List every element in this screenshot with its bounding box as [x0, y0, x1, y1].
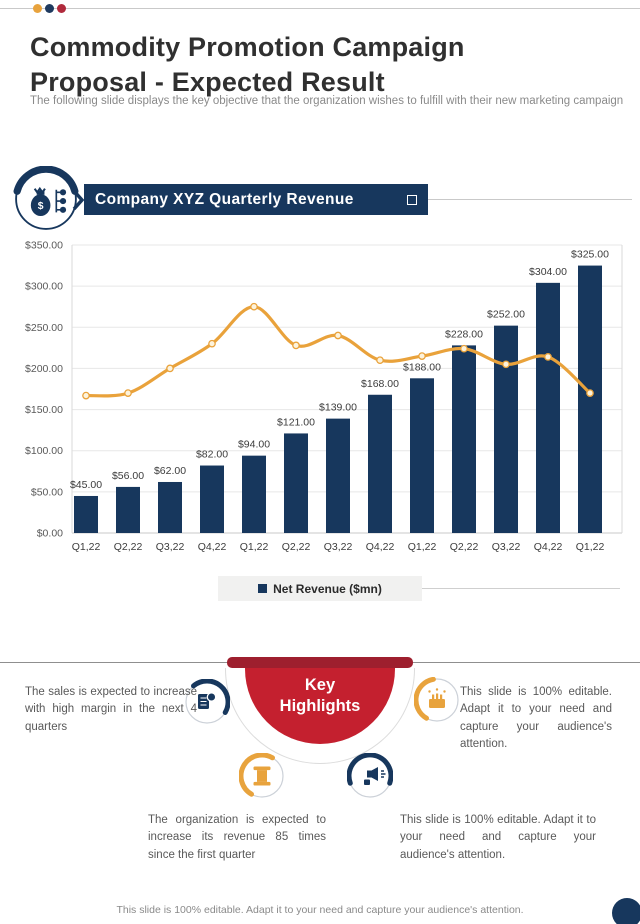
bar-series: $45.00 Q1,22 $56.00 Q2,22 $62.00 Q3,22 $82.00 Q… [70, 249, 609, 553]
svg-text:Q4,22: Q4,22 [366, 541, 395, 553]
svg-text:Q3,22: Q3,22 [324, 541, 353, 553]
report-icon [185, 679, 230, 724]
svg-text:Q1,22: Q1,22 [72, 541, 101, 553]
svg-text:$62.00: $62.00 [154, 465, 186, 477]
chart-legend: Net Revenue ($mn) [218, 576, 422, 601]
highlight-text-2: This slide is 100% editable. Adapt it to… [460, 686, 612, 750]
svg-text:$139.00: $139.00 [319, 402, 357, 414]
svg-text:$94.00: $94.00 [238, 439, 270, 451]
svg-text:Q1,22: Q1,22 [408, 541, 437, 553]
svg-text:$150.00: $150.00 [25, 404, 63, 416]
dot-navy-icon [45, 4, 54, 13]
section-title: Company XYZ Quarterly Revenue [95, 190, 354, 208]
svg-text:$350.00: $350.00 [25, 240, 63, 252]
revenue-chart: $0.00 $50.00 $100.00 $150.00 $200.00 $250.00 $… [25, 240, 623, 553]
square-end-icon [407, 194, 417, 205]
legend-label: Net Revenue ($mn) [273, 581, 382, 596]
svg-text:Q3,22: Q3,22 [492, 541, 521, 553]
trend-line-series [82, 302, 594, 400]
page-title: Commodity Promotion Campaign Proposal - … [30, 32, 465, 97]
celebration-icon [414, 677, 459, 722]
svg-text:$56.00: $56.00 [112, 470, 144, 482]
dot-red-icon [57, 4, 66, 13]
svg-text:$250.00: $250.00 [25, 322, 63, 334]
money-bag-icon: $ [13, 166, 79, 230]
section-extender-line [428, 199, 632, 200]
section-title-bar: Company XYZ Quarterly Revenue [84, 184, 428, 215]
svg-text:Q2,22: Q2,22 [114, 541, 143, 553]
svg-text:Q1,22: Q1,22 [576, 541, 605, 553]
highlights-title: Key Highlights [279, 676, 361, 715]
top-divider [0, 8, 640, 9]
svg-text:Q4,22: Q4,22 [534, 541, 563, 553]
svg-text:Q4,22: Q4,22 [198, 541, 227, 553]
svg-text:$100.00: $100.00 [25, 445, 63, 457]
svg-text:$50.00: $50.00 [31, 486, 63, 498]
svg-text:$: $ [38, 201, 44, 212]
corner-circle-decoration [612, 898, 640, 924]
svg-text:Q3,22: Q3,22 [156, 541, 185, 553]
svg-text:$82.00: $82.00 [196, 449, 228, 461]
legend-extender-line [422, 588, 620, 589]
svg-text:Q2,22: Q2,22 [282, 541, 311, 553]
svg-text:$121.00: $121.00 [277, 416, 315, 428]
svg-text:$252.00: $252.00 [487, 309, 525, 321]
svg-text:$325.00: $325.00 [571, 249, 609, 261]
svg-text:$188.00: $188.00 [403, 361, 441, 373]
chart-grid: $0.00 $50.00 $100.00 $150.00 $200.00 $250.00 $… [25, 240, 623, 540]
svg-text:$45.00: $45.00 [70, 479, 102, 491]
highlights-top-bar [227, 657, 413, 668]
chevron-right-icon [72, 189, 85, 211]
highlight-text-1: The sales is expected to increase with h… [25, 686, 197, 733]
svg-text:Q1,22: Q1,22 [240, 541, 269, 553]
svg-text:$168.00: $168.00 [361, 378, 399, 390]
svg-text:$304.00: $304.00 [529, 266, 567, 278]
spool-icon [239, 753, 284, 798]
svg-text:$300.00: $300.00 [25, 281, 63, 293]
svg-text:$228.00: $228.00 [445, 328, 483, 340]
page-subtitle: The following slide displays the key obj… [30, 95, 624, 107]
megaphone-icon [347, 753, 393, 798]
svg-text:Q2,22: Q2,22 [450, 541, 479, 553]
legend-swatch-icon [258, 584, 268, 593]
highlight-text-3: The organization is expected to increase… [148, 814, 326, 861]
dot-orange-icon [33, 4, 42, 13]
svg-text:$200.00: $200.00 [25, 363, 63, 375]
svg-text:$0.00: $0.00 [37, 528, 63, 540]
accent-dots [33, 4, 66, 13]
footer-note: This slide is 100% editable. Adapt it to… [116, 904, 524, 916]
highlight-text-4: This slide is 100% editable. Adapt it to… [400, 814, 596, 861]
